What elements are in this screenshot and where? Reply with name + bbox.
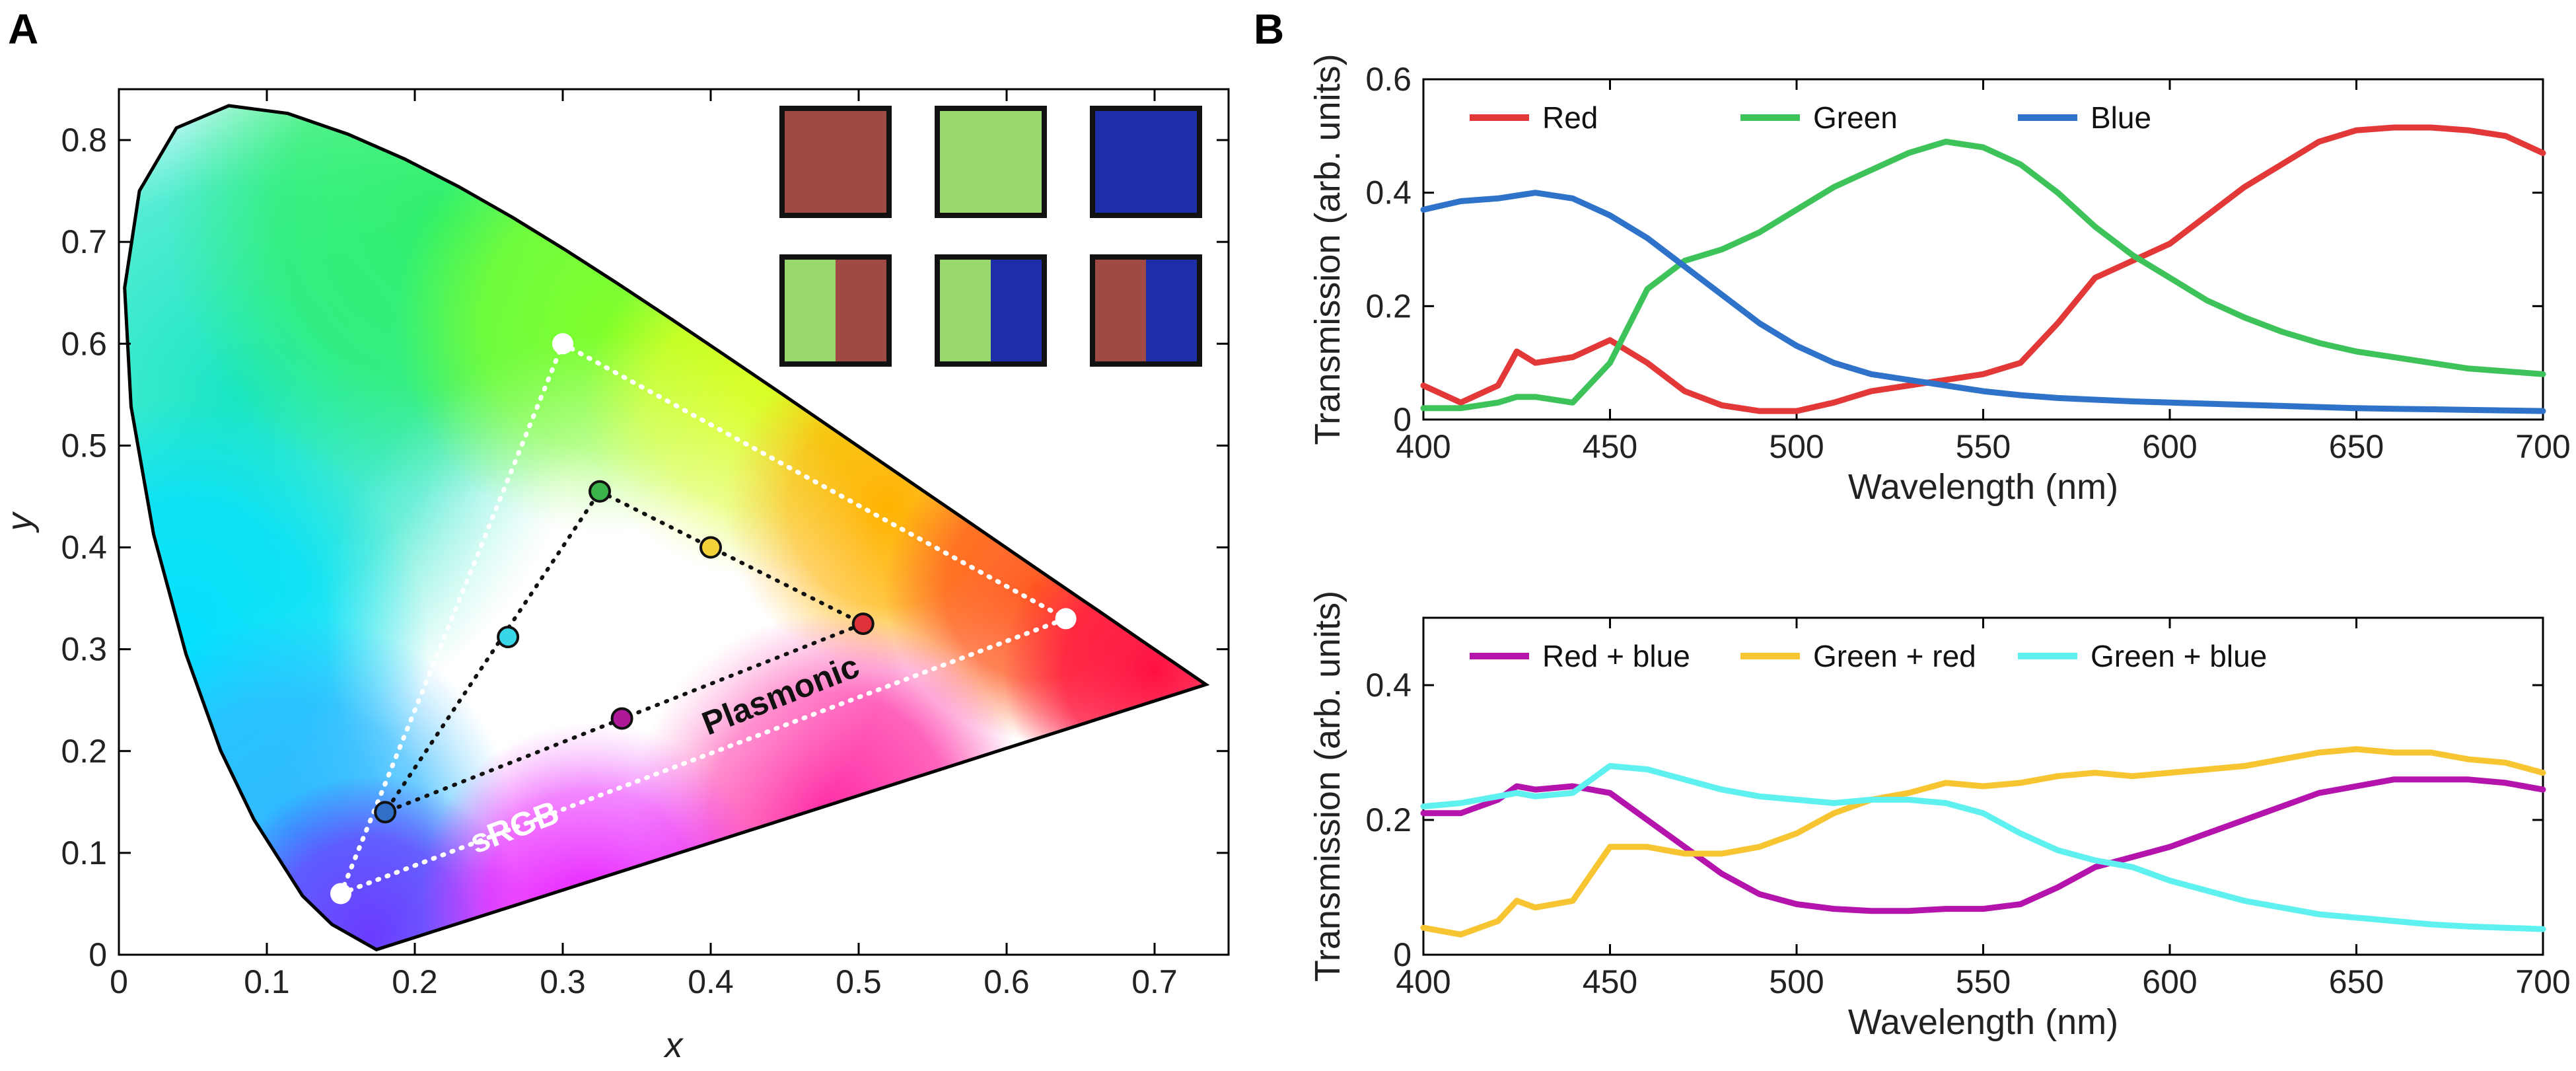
swatch-color: [785, 260, 836, 361]
x-axis-label: x: [663, 1025, 684, 1065]
legend-label: Green + blue: [2091, 639, 2267, 673]
y-axis-label: Transmission (arb. units): [1308, 54, 1347, 445]
series-green: [1420, 138, 2546, 412]
panel-a-chromaticity-chart: 0 0.1 0.2 0.3 0.4 0.5 0.6 0.7 0 0.1 0.2 0.3 0.4 0.5 0.…: [0, 88, 1230, 1065]
y-tick-label: 0.4: [1365, 667, 1412, 704]
series-red: [1420, 124, 2546, 414]
legend-label: Green: [1813, 100, 1898, 135]
yellow-point: [699, 536, 722, 559]
swatch-color: [1095, 111, 1197, 213]
plot-frame: [118, 88, 1230, 956]
x-tick-label: 0.4: [688, 963, 734, 1000]
x-tick-label: 0.6: [984, 963, 1030, 1000]
x-tick-label: 600: [2142, 963, 2197, 1000]
series-green-blue: [1420, 762, 2546, 932]
x-tick-label: 0: [110, 963, 128, 1000]
y-tick-label: 0.2: [1365, 801, 1412, 838]
cyan-point: [497, 626, 520, 649]
x-tick-label: 450: [1583, 963, 1637, 1000]
series-green-red: [1420, 746, 2546, 938]
x-tick-label: 550: [1956, 963, 2011, 1000]
swatch-color: [991, 260, 1042, 361]
y-axis-label: y: [0, 511, 40, 534]
panel-a-letter: A: [8, 5, 38, 53]
y-tick-label: 0: [1393, 401, 1412, 438]
y-axis-label: Transmission (arb. units): [1308, 591, 1347, 982]
srgb-vertex: [330, 883, 351, 905]
srgb-vertex: [552, 333, 573, 355]
y-tick-label: 0.7: [61, 223, 107, 260]
y-tick-label: 0.3: [61, 631, 107, 668]
legend-label: Red: [1542, 100, 1598, 135]
swatch-color: [1146, 260, 1197, 361]
y-tick-label: 0: [89, 936, 107, 973]
legend-label: Green + red: [1813, 639, 1976, 673]
y-tick-label: 0.6: [1365, 61, 1412, 98]
swatch-color: [940, 111, 1042, 213]
y-tick-label: 0.4: [1365, 174, 1412, 211]
swatch-color: [1095, 260, 1146, 361]
legend-label: Blue: [2091, 100, 2151, 135]
x-tick-label: 700: [2515, 428, 2570, 465]
x-axis-label: Wavelength (nm): [1848, 467, 2118, 507]
x-tick-label: 400: [1396, 963, 1450, 1000]
x-tick-label: 500: [1769, 963, 1824, 1000]
panel-b-bottom-transmission-chart: 400 450 500 550 600 650 700 0 0.2 0.4 Wavelength (…: [1308, 591, 2571, 1042]
panel-b-letter: B: [1254, 5, 1284, 53]
y-tick-label: 0.1: [61, 834, 107, 871]
magenta-point: [610, 707, 633, 730]
blue-point: [374, 801, 397, 824]
srgb-triangle: [336, 340, 1071, 898]
x-tick-label: 450: [1583, 428, 1637, 465]
y-tick-label: 0: [1393, 936, 1412, 973]
y-tick-label: 0.6: [61, 325, 107, 362]
swatch-color: [836, 260, 886, 361]
x-tick-label: 0.2: [392, 963, 438, 1000]
green-point: [589, 480, 611, 503]
x-tick-label: 400: [1396, 428, 1450, 465]
y-tick-label: 0.5: [61, 427, 107, 464]
legend-label: Red + blue: [1542, 639, 1690, 673]
y-tick-label: 0.4: [61, 529, 107, 566]
x-tick-label: 0.7: [1131, 963, 1178, 1000]
srgb-vertex: [1055, 608, 1077, 630]
x-tick-label: 700: [2515, 963, 2570, 1000]
y-tick-label: 0.2: [61, 733, 107, 770]
x-tick-label: 650: [2329, 428, 2384, 465]
x-tick-label: 500: [1769, 428, 1824, 465]
inset-swatches: [779, 106, 1202, 367]
x-tick-label: 0.1: [244, 963, 290, 1000]
x-tick-label: 550: [1956, 428, 2011, 465]
x-tick-label: 650: [2329, 963, 2384, 1000]
x-tick-label: 0.3: [540, 963, 586, 1000]
x-axis-label: Wavelength (nm): [1848, 1002, 2118, 1042]
x-tick-label: 0.5: [836, 963, 882, 1000]
plasmonic-triangle: [380, 488, 869, 817]
spectral-locus: [123, 104, 1210, 952]
panel-b-top-transmission-chart: 400 450 500 550 600 650 700 0 0.2 0.4 0.6 Wavelengt…: [1308, 54, 2571, 507]
y-tick-label: 0.8: [61, 122, 107, 159]
red-point: [851, 612, 875, 636]
swatch-color: [940, 260, 991, 361]
swatch-color: [785, 111, 886, 213]
y-tick-label: 0.2: [1365, 287, 1412, 324]
series-blue: [1420, 190, 2546, 414]
x-tick-label: 600: [2142, 428, 2197, 465]
